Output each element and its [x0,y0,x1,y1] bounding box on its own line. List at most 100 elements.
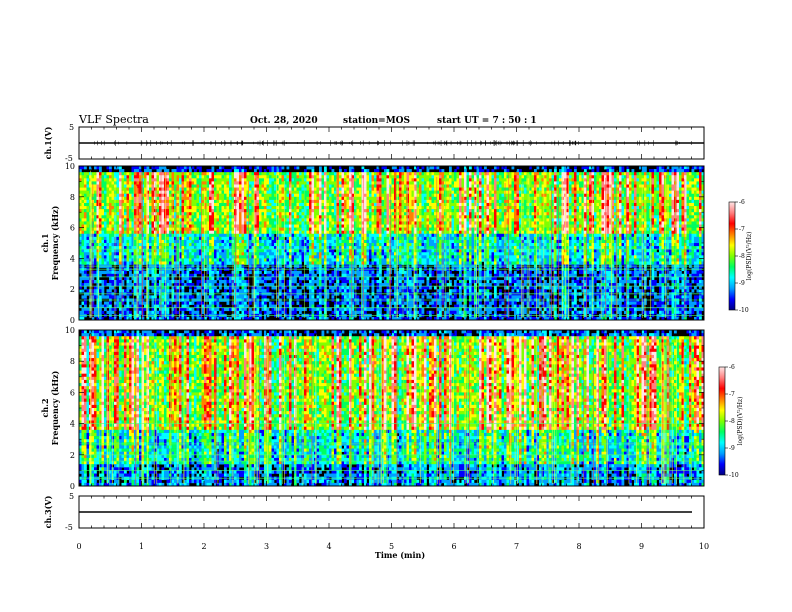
spectrogram-cell [111,199,115,204]
spectrogram-cell [304,252,307,256]
spectrogram-cell [244,206,247,210]
spectrogram-cell [161,193,165,198]
spectrogram-cell [239,249,242,253]
spectrogram-cell [219,261,222,265]
spectrogram-cell [286,236,290,241]
spectrogram-cell [121,307,125,312]
spectrogram-cell [176,301,180,305]
spectrogram-cell [224,178,227,182]
spectrogram-cell [276,249,280,253]
spectrogram-cell [134,224,137,228]
spectrogram-cell [126,258,130,262]
spectrogram-cell [239,190,242,195]
spectrogram-cell [284,215,287,219]
spectrogram-cell [186,181,190,185]
spectrogram-cell [189,215,192,219]
spectrogram-cell [291,273,295,278]
spectrogram-cell [161,221,165,225]
spectrogram-cell [324,212,327,216]
spectrogram-cell [209,243,212,247]
spectrogram-cell [239,255,242,259]
spectrogram-cell [219,193,222,198]
spectrogram-cell [341,316,345,320]
spectrogram-cell [96,178,100,182]
spectrogram-cell [129,212,132,216]
spectrogram-cell [174,304,177,308]
spectrogram-cell [201,243,205,247]
spectrogram-cell [279,236,282,241]
spectrogram-cell [186,295,190,299]
spectrogram-cell [326,187,330,191]
spectrogram-cell [81,255,85,259]
spectrogram-cell [339,246,342,250]
spectrogram-cell [136,172,140,176]
spectrogram-cell [304,202,307,207]
spectrogram-cell [174,193,177,198]
spectrogram-cell [136,166,140,170]
spectrogram-cell [111,310,115,315]
spectrogram-cell [204,255,207,259]
spectrogram-cell [184,202,187,207]
spectrogram-cell [279,301,282,305]
spectrogram-cell [319,202,322,207]
spectrogram-cell [301,295,305,299]
spectrogram-cell [244,215,247,219]
spectrogram-cell [199,261,202,265]
spectrogram-cell [339,286,342,290]
spectrogram-cell [84,199,87,204]
spectrogram-cell [341,243,345,247]
spectrogram-cell [114,255,117,259]
spectrogram-cell [306,199,310,204]
spectrogram-cell [104,175,107,179]
spectrogram-cell [156,316,160,320]
spectrogram-cell [156,169,160,173]
spectrogram-cell [131,172,135,176]
spectrogram-cell [201,304,205,308]
spectrogram-cell [81,246,85,250]
spectrogram-cell [144,239,147,244]
spectrogram-cell [276,166,280,170]
spectrogram-cell [309,249,312,253]
spectrogram-cell [201,230,205,235]
spectrogram-cell [209,295,212,299]
spectrogram-cell [174,239,177,244]
spectrogram-cell [236,199,240,204]
spectrogram-cell [206,184,210,188]
spectrogram-cell [109,218,112,222]
spectrogram-cell [259,270,262,275]
spectrogram-cell [84,279,87,284]
spectrogram-cell [334,193,337,198]
spectrogram-cell [194,187,197,191]
spectrogram-cell [239,218,242,222]
spectrogram-cell [314,187,317,191]
spectrogram-cell [216,252,220,256]
spectrogram-cell [176,172,180,176]
spectrogram-cell [121,181,125,185]
spectrogram-cell [206,175,210,179]
spectrogram-cell [319,190,322,195]
spectrogram-cell [186,255,190,259]
spectrogram-cell [259,236,262,241]
spectrogram-cell [274,212,277,216]
spectrogram-cell [324,304,327,308]
spectrogram-cell [339,255,342,259]
spectrogram-cell [211,227,215,231]
spectrogram-cell [274,252,277,256]
spectrogram-cell [206,258,210,262]
spectrogram-cell [91,172,95,176]
spectrogram-cell [344,206,347,210]
spectrogram-cell [201,224,205,228]
spectrogram-cell [249,301,252,305]
spectrogram-cell [169,190,172,195]
spectrogram-cell [296,206,300,210]
spectrogram-cell [241,193,245,198]
spectrogram-cell [314,212,317,216]
spectrogram-cell [186,270,190,275]
spectrogram-cell [246,190,250,195]
spectrogram-cell [219,227,222,231]
spectrogram-cell [99,206,102,210]
spectrogram-cell [106,289,110,293]
spectrogram-cell [331,181,335,185]
spectrogram-cell [266,193,270,198]
spectrogram-cell [304,169,307,173]
